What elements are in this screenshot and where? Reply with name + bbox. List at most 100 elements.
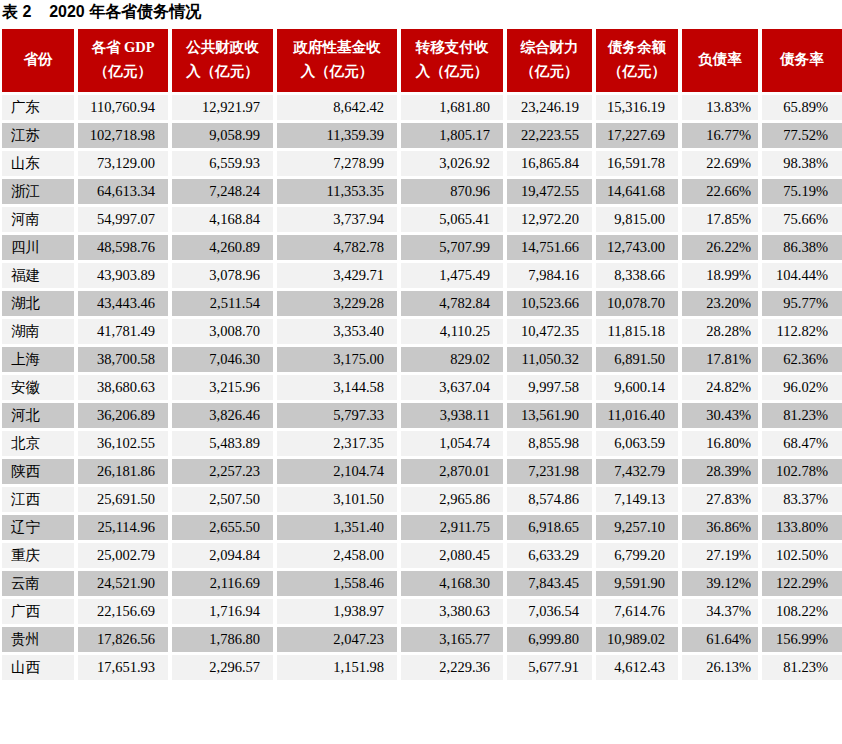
cell-debt_balance: 17,227.69	[594, 121, 680, 149]
cell-fiscal_strength: 8,855.98	[505, 429, 594, 457]
cell-province: 辽宁	[2, 513, 76, 541]
table-row: 湖南41,781.493,008.703,353.404,110.2510,47…	[2, 317, 842, 345]
table-row: 浙江64,613.347,248.2411,353.35870.9619,472…	[2, 177, 842, 205]
cell-province: 云南	[2, 569, 76, 597]
cell-debt_balance: 7,149.13	[594, 485, 680, 513]
cell-debt_rate: 112.82%	[760, 317, 842, 345]
cell-debt_rate: 81.23%	[760, 653, 842, 681]
cell-public_revenue: 7,046.30	[170, 345, 275, 373]
table-row: 山西17,651.932,296.571,151.982,229.365,677…	[2, 653, 842, 681]
cell-gdp: 102,718.98	[76, 121, 170, 149]
cell-gdp: 43,903.89	[76, 261, 170, 289]
table-row: 重庆25,002.792,094.842,458.002,080.456,633…	[2, 541, 842, 569]
cell-public_revenue: 1,786.80	[170, 625, 275, 653]
cell-transfer_income: 870.96	[399, 177, 505, 205]
cell-province: 福建	[2, 261, 76, 289]
cell-gdp: 38,700.58	[76, 345, 170, 373]
cell-transfer_income: 2,870.01	[399, 457, 505, 485]
table-caption: 表 2 2020 年各省债务情况	[2, 2, 842, 22]
cell-debt_balance: 9,600.14	[594, 373, 680, 401]
cell-gdp: 25,114.96	[76, 513, 170, 541]
cell-province: 湖南	[2, 317, 76, 345]
table-row: 贵州17,826.561,786.802,047.233,165.776,999…	[2, 625, 842, 653]
column-header-province: 省份	[2, 29, 76, 93]
cell-fund_revenue: 1,938.97	[275, 597, 399, 625]
cell-fund_revenue: 3,144.58	[275, 373, 399, 401]
cell-liability_ratio: 22.69%	[680, 149, 760, 177]
cell-fund_revenue: 5,797.33	[275, 401, 399, 429]
cell-gdp: 64,613.34	[76, 177, 170, 205]
cell-fiscal_strength: 12,972.20	[505, 205, 594, 233]
header-row: 省份各省 GDP （亿元）公共财政收 入（亿元）政府性基金收 入（亿元）转移支付…	[2, 29, 842, 93]
cell-gdp: 25,691.50	[76, 485, 170, 513]
cell-province: 江苏	[2, 121, 76, 149]
cell-fiscal_strength: 10,472.35	[505, 317, 594, 345]
cell-fiscal_strength: 13,561.90	[505, 401, 594, 429]
cell-liability_ratio: 26.22%	[680, 233, 760, 261]
column-header-debt_rate: 债务率	[760, 29, 842, 93]
cell-debt_balance: 6,063.59	[594, 429, 680, 457]
cell-fund_revenue: 3,175.00	[275, 345, 399, 373]
cell-debt_balance: 15,316.19	[594, 93, 680, 121]
cell-gdp: 22,156.69	[76, 597, 170, 625]
cell-fund_revenue: 11,353.35	[275, 177, 399, 205]
table-header: 省份各省 GDP （亿元）公共财政收 入（亿元）政府性基金收 入（亿元）转移支付…	[2, 29, 842, 93]
cell-public_revenue: 6,559.93	[170, 149, 275, 177]
cell-transfer_income: 4,110.25	[399, 317, 505, 345]
cell-liability_ratio: 28.39%	[680, 457, 760, 485]
cell-liability_ratio: 61.64%	[680, 625, 760, 653]
cell-transfer_income: 3,026.92	[399, 149, 505, 177]
cell-liability_ratio: 30.43%	[680, 401, 760, 429]
column-header-debt_balance: 债务余额 （亿元）	[594, 29, 680, 93]
cell-transfer_income: 2,080.45	[399, 541, 505, 569]
cell-debt_rate: 122.29%	[760, 569, 842, 597]
cell-debt_rate: 95.77%	[760, 289, 842, 317]
cell-liability_ratio: 26.13%	[680, 653, 760, 681]
cell-liability_ratio: 16.77%	[680, 121, 760, 149]
column-header-public_revenue: 公共财政收 入（亿元）	[170, 29, 275, 93]
cell-debt_balance: 9,815.00	[594, 205, 680, 233]
cell-public_revenue: 7,248.24	[170, 177, 275, 205]
cell-province: 山东	[2, 149, 76, 177]
cell-transfer_income: 2,965.86	[399, 485, 505, 513]
cell-debt_rate: 108.22%	[760, 597, 842, 625]
cell-gdp: 24,521.90	[76, 569, 170, 597]
cell-transfer_income: 1,475.49	[399, 261, 505, 289]
cell-province: 上海	[2, 345, 76, 373]
cell-fund_revenue: 3,429.71	[275, 261, 399, 289]
table-row: 上海38,700.587,046.303,175.00829.0211,050.…	[2, 345, 842, 373]
cell-fiscal_strength: 7,036.54	[505, 597, 594, 625]
cell-fiscal_strength: 23,246.19	[505, 93, 594, 121]
cell-province: 浙江	[2, 177, 76, 205]
cell-fiscal_strength: 6,633.29	[505, 541, 594, 569]
cell-province: 山西	[2, 653, 76, 681]
cell-liability_ratio: 34.37%	[680, 597, 760, 625]
cell-fund_revenue: 3,737.94	[275, 205, 399, 233]
cell-debt_rate: 81.23%	[760, 401, 842, 429]
cell-fiscal_strength: 7,984.16	[505, 261, 594, 289]
cell-fund_revenue: 2,047.23	[275, 625, 399, 653]
cell-debt_rate: 96.02%	[760, 373, 842, 401]
cell-province: 湖北	[2, 289, 76, 317]
province-debt-table: 省份各省 GDP （亿元）公共财政收 入（亿元）政府性基金收 入（亿元）转移支付…	[2, 29, 842, 683]
cell-transfer_income: 1,681.80	[399, 93, 505, 121]
document-page: 表 2 2020 年各省债务情况 省份各省 GDP （亿元）公共财政收 入（亿元…	[0, 2, 842, 744]
table-row: 安徽38,680.633,215.963,144.583,637.049,997…	[2, 373, 842, 401]
cell-transfer_income: 1,054.74	[399, 429, 505, 457]
column-header-fiscal_strength: 综合财力 （亿元）	[505, 29, 594, 93]
cell-debt_rate: 102.78%	[760, 457, 842, 485]
cell-public_revenue: 3,008.70	[170, 317, 275, 345]
cell-debt_rate: 83.37%	[760, 485, 842, 513]
cell-gdp: 36,102.55	[76, 429, 170, 457]
table-row: 四川48,598.764,260.894,782.785,707.9914,75…	[2, 233, 842, 261]
cell-gdp: 73,129.00	[76, 149, 170, 177]
cell-debt_rate: 75.19%	[760, 177, 842, 205]
cell-debt_balance: 10,078.70	[594, 289, 680, 317]
cell-gdp: 43,443.46	[76, 289, 170, 317]
cell-liability_ratio: 27.19%	[680, 541, 760, 569]
cell-gdp: 17,826.56	[76, 625, 170, 653]
cell-province: 四川	[2, 233, 76, 261]
cell-province: 广西	[2, 597, 76, 625]
cell-fund_revenue: 3,229.28	[275, 289, 399, 317]
cell-fiscal_strength: 7,843.45	[505, 569, 594, 597]
